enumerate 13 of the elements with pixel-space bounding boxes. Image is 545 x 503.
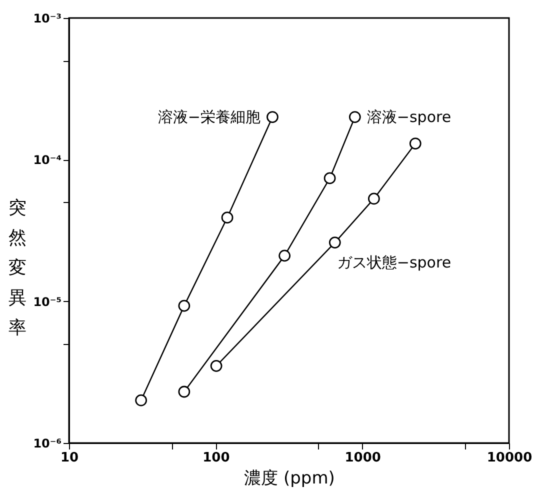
series-label: ガス状態−spore [336, 254, 452, 272]
x-axis-title: 濃度 (ppm) [244, 468, 335, 488]
x-tick-label: 10000 [486, 450, 532, 466]
y-tick-label: 10⁻³ [33, 12, 62, 26]
x-tick-label: 1000 [344, 450, 381, 466]
y-axis-title: 突然変異率 [8, 198, 26, 338]
y-tick-label: 10⁻⁴ [33, 153, 62, 168]
series-label: 溶液−栄養細胞 [158, 108, 260, 126]
x-tick-label: 10 [60, 450, 79, 466]
x-tick-label: 100 [202, 450, 230, 466]
y-tick-label: 10⁻⁵ [33, 294, 62, 309]
y-tick-label: 10⁻⁶ [33, 436, 62, 450]
series-label: 溶液−spore [366, 108, 452, 126]
